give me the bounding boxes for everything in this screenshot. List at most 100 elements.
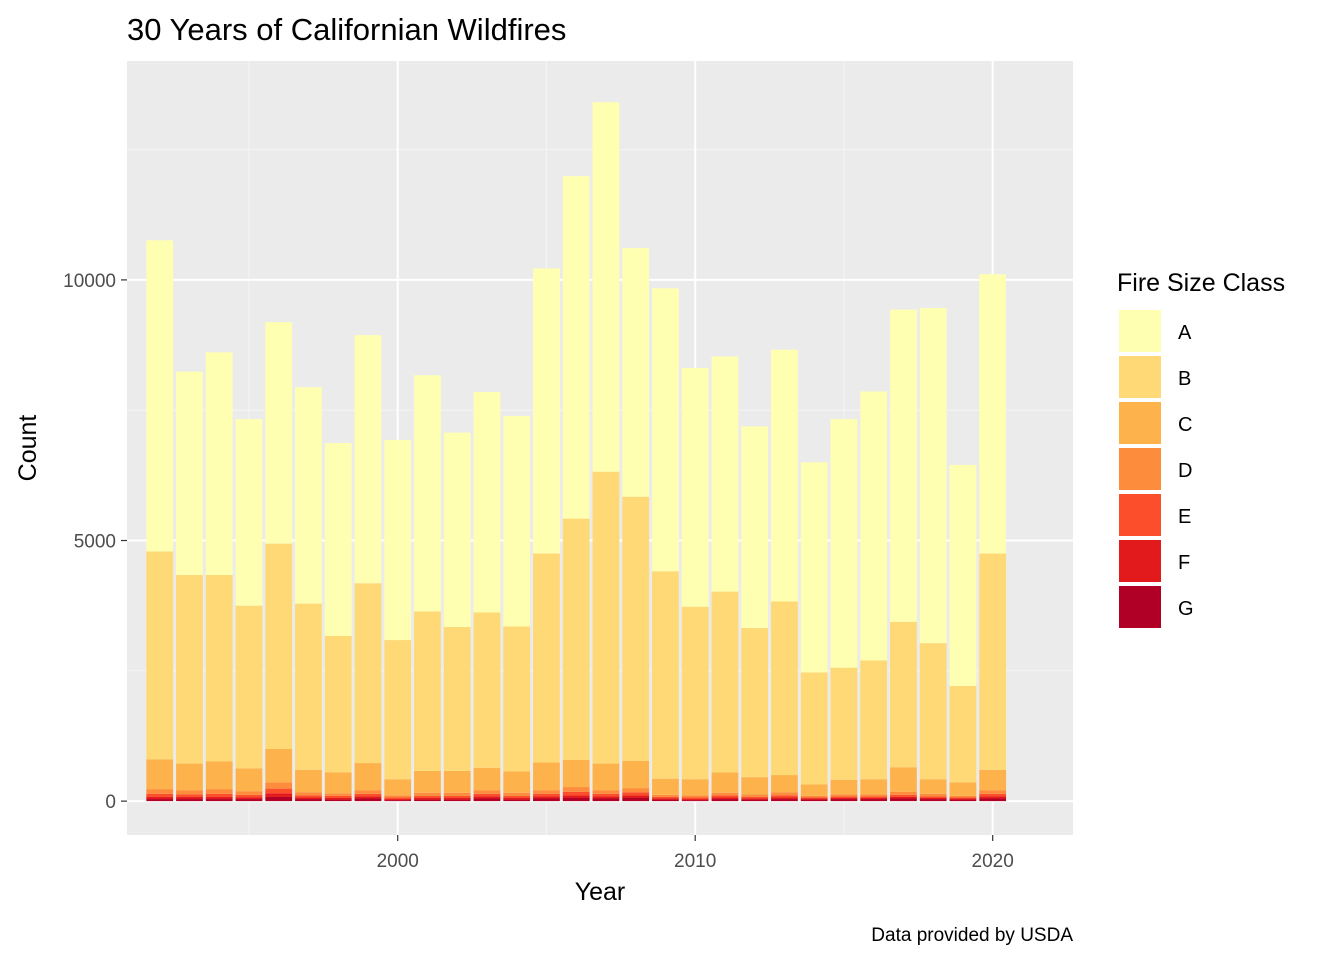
legend-items: A B C D E F G — [1117, 308, 1194, 630]
bar-segment-D-1995 — [235, 791, 263, 795]
bar-segment-C-2001 — [414, 770, 441, 793]
bar-segment-E-1998 — [324, 795, 352, 798]
bar-segment-A-2004 — [503, 415, 531, 627]
bar-segment-B-1995 — [235, 605, 263, 769]
bar-segment-C-1998 — [324, 772, 352, 794]
y-axis-ticks: 0 5000 10000 — [63, 271, 127, 813]
bar-segment-B-2020 — [979, 553, 1007, 770]
bar-segment-B-2000 — [384, 640, 412, 780]
bar-segment-A-2001 — [414, 375, 441, 612]
bar-segment-D-2006 — [562, 787, 590, 792]
bar-segment-E-2008 — [622, 792, 650, 796]
bar-segment-D-1994 — [205, 789, 233, 794]
bar-segment-G-2004 — [503, 799, 531, 802]
bar-segment-B-2013 — [771, 601, 798, 776]
y-axis-title: Count — [14, 415, 42, 482]
bar-segment-G-2001 — [414, 799, 441, 802]
bar-segment-F-2002 — [443, 797, 471, 800]
bar-segment-B-2009 — [652, 571, 679, 779]
bar-segment-B-2004 — [503, 626, 531, 772]
bar-segment-G-1999 — [354, 798, 382, 802]
bar-segment-F-2017 — [890, 796, 917, 799]
bar-segment-C-2016 — [860, 779, 888, 795]
bar-segment-G-2006 — [562, 797, 590, 802]
bar-segment-E-2014 — [800, 797, 828, 799]
bar-segment-F-2006 — [562, 795, 590, 798]
bar-segment-A-2000 — [384, 439, 412, 641]
bar-segment-D-2004 — [503, 792, 531, 796]
bar-segment-E-2000 — [384, 797, 412, 800]
legend-label-F: F — [1178, 552, 1190, 574]
bar-segment-A-2016 — [860, 391, 888, 661]
caption: Data provided by USDA — [871, 925, 1073, 946]
bar-segment-B-2002 — [443, 627, 471, 771]
bar-segment-E-2017 — [890, 794, 917, 797]
bar-segment-F-2020 — [979, 796, 1007, 799]
y-tick-label: 5000 — [74, 532, 116, 553]
bar-segment-D-2019 — [949, 795, 977, 798]
bar-segment-B-2014 — [800, 672, 828, 785]
bar-segment-D-2013 — [771, 792, 798, 796]
bar-segment-A-2015 — [830, 419, 858, 668]
legend-key-G — [1117, 584, 1163, 630]
bar-segment-F-1993 — [176, 796, 203, 800]
bar-segment-F-2019 — [949, 798, 977, 800]
bar-segment-F-1997 — [295, 797, 322, 800]
bar-segment-A-2003 — [473, 391, 501, 613]
bar-segment-A-2014 — [800, 462, 828, 673]
bar-segment-G-2012 — [741, 799, 769, 802]
bar-segment-C-1994 — [205, 761, 233, 790]
bar-segment-C-2014 — [800, 784, 828, 796]
bar-segment-A-2008 — [622, 248, 650, 497]
bar-segment-C-2011 — [711, 772, 739, 793]
bar-segment-F-2008 — [622, 795, 650, 798]
bar-segment-F-2012 — [741, 798, 769, 800]
bar-segment-F-2005 — [533, 796, 560, 799]
bar-segment-G-2015 — [830, 799, 858, 802]
bar-segment-A-1994 — [205, 352, 233, 575]
bar-segment-B-2001 — [414, 611, 441, 771]
bar-segment-A-1992 — [146, 240, 174, 552]
bar-segment-B-1993 — [176, 574, 203, 764]
bar-segment-A-1996 — [265, 322, 293, 544]
bar-segment-F-2015 — [830, 797, 858, 800]
bar-segment-E-1997 — [295, 795, 322, 798]
bar-segment-G-2007 — [592, 798, 620, 802]
bar-segment-C-2000 — [384, 779, 412, 796]
bar-segment-A-2009 — [652, 288, 679, 572]
bar-segment-D-2008 — [622, 788, 650, 793]
bar-segment-A-1999 — [354, 335, 382, 584]
legend: Fire Size Class A B C D E F G — [1117, 269, 1285, 630]
x-axis-title: Year — [575, 878, 626, 906]
legend-label-A: A — [1178, 322, 1192, 344]
bar-segment-A-2020 — [979, 274, 1007, 554]
bar-segment-D-2018 — [919, 793, 947, 797]
bar-segment-F-2013 — [771, 797, 798, 800]
bar-segment-B-2019 — [949, 685, 977, 783]
bar-segment-A-2019 — [949, 464, 977, 686]
bar-segment-E-2018 — [919, 796, 947, 798]
bar-segment-C-2018 — [919, 779, 947, 794]
bar-segment-F-1992 — [146, 796, 174, 800]
bar-segment-C-2012 — [741, 777, 769, 795]
bar-segment-B-2010 — [681, 606, 709, 780]
bar-segment-F-1996 — [265, 793, 293, 797]
bar-segment-C-2006 — [562, 759, 590, 788]
bar-segment-G-2003 — [473, 798, 501, 802]
legend-key-E — [1117, 492, 1163, 538]
bar-segment-D-2017 — [890, 791, 917, 795]
legend-label-D: D — [1178, 460, 1192, 482]
bar-segment-E-1993 — [176, 794, 203, 797]
legend-key-F — [1117, 538, 1163, 584]
bar-segment-B-2015 — [830, 667, 858, 780]
chart-title: 30 Years of Californian Wildfires — [127, 12, 566, 47]
bar-segment-G-2000 — [384, 800, 412, 802]
bar-segment-C-2008 — [622, 760, 650, 789]
bar-segment-B-2005 — [533, 553, 560, 763]
bar-segment-C-2017 — [890, 767, 917, 792]
bar-segment-C-2002 — [443, 770, 471, 793]
bar-segment-A-2006 — [562, 176, 590, 519]
x-tick-label: 2010 — [674, 851, 716, 872]
bar-segment-C-2020 — [979, 769, 1007, 791]
